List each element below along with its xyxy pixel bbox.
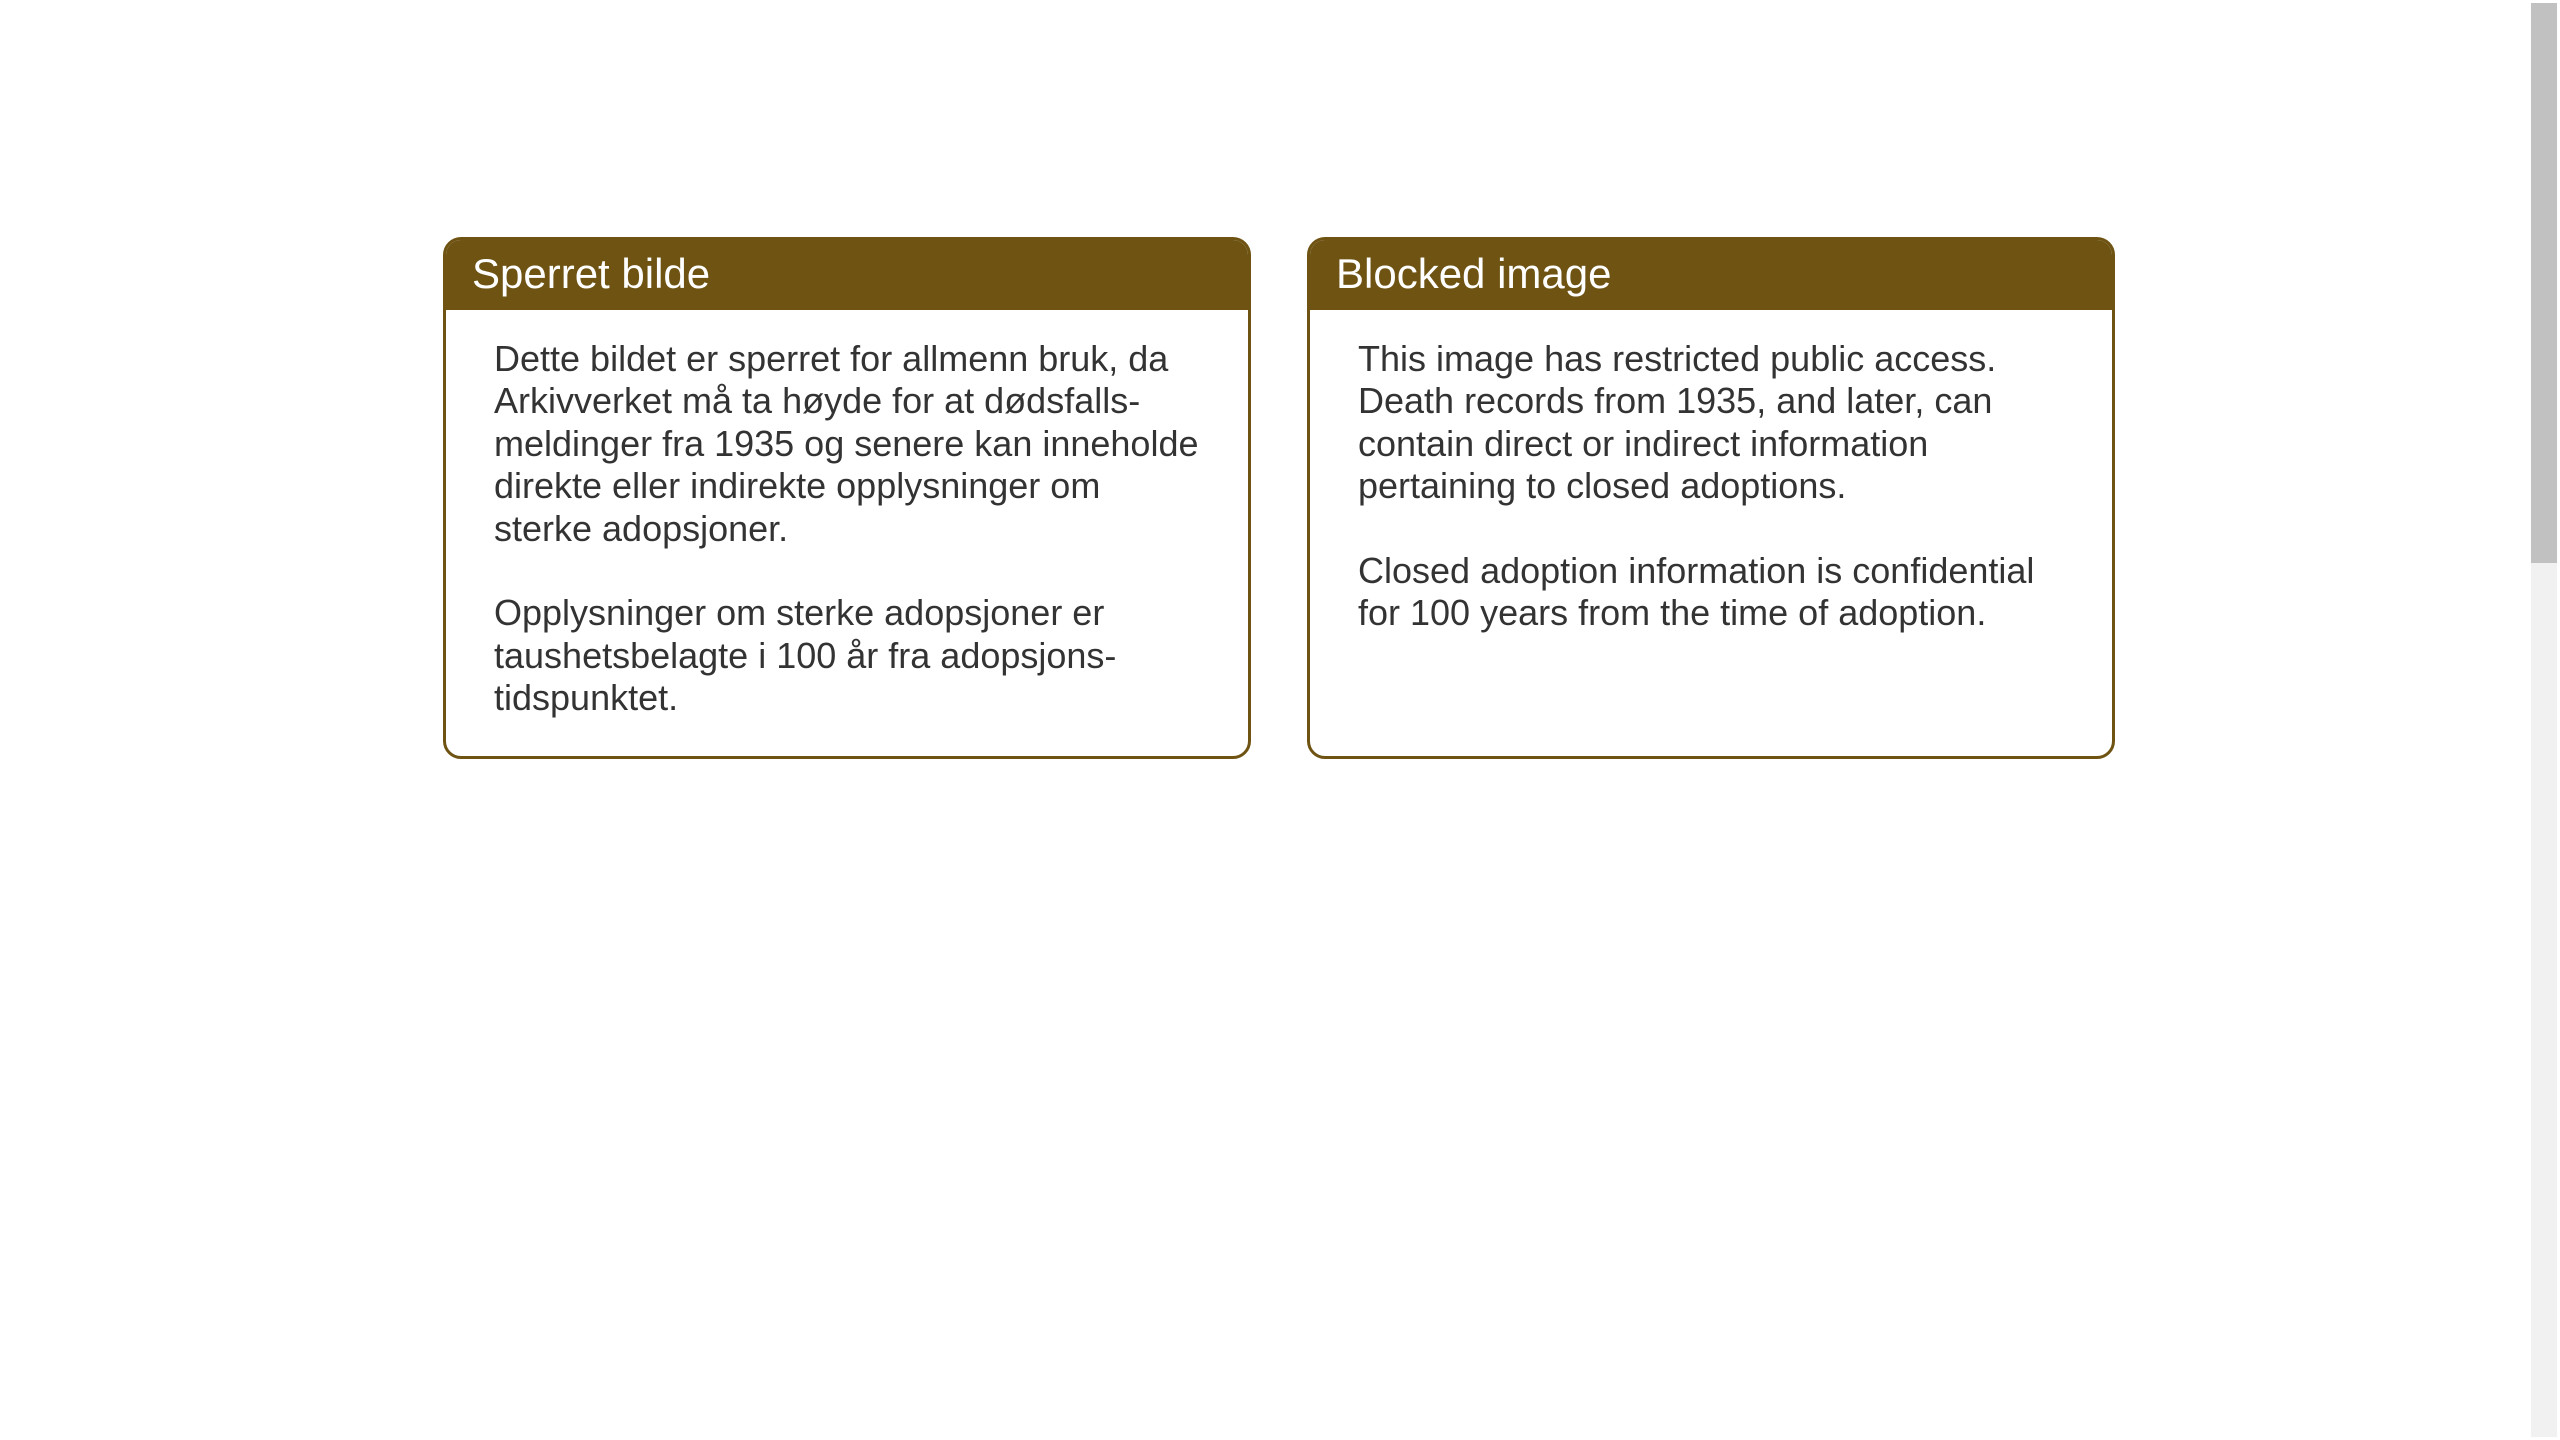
norwegian-paragraph-2: Opplysninger om sterke adopsjoner er tau… xyxy=(494,592,1208,719)
norwegian-card-title: Sperret bilde xyxy=(446,240,1248,310)
norwegian-notice-card: Sperret bilde Dette bildet er sperret fo… xyxy=(443,237,1251,759)
english-card-body: This image has restricted public access.… xyxy=(1310,310,2112,750)
norwegian-card-body: Dette bildet er sperret for allmenn bruk… xyxy=(446,310,1248,756)
vertical-scrollbar[interactable] xyxy=(2531,3,2557,1437)
english-paragraph-2: Closed adoption information is confident… xyxy=(1358,550,2072,635)
english-paragraph-1: This image has restricted public access.… xyxy=(1358,338,2072,508)
english-notice-card: Blocked image This image has restricted … xyxy=(1307,237,2115,759)
english-card-title: Blocked image xyxy=(1310,240,2112,310)
norwegian-paragraph-1: Dette bildet er sperret for allmenn bruk… xyxy=(494,338,1208,550)
scrollbar-thumb[interactable] xyxy=(2531,3,2557,563)
notice-cards-container: Sperret bilde Dette bildet er sperret fo… xyxy=(443,237,2115,759)
